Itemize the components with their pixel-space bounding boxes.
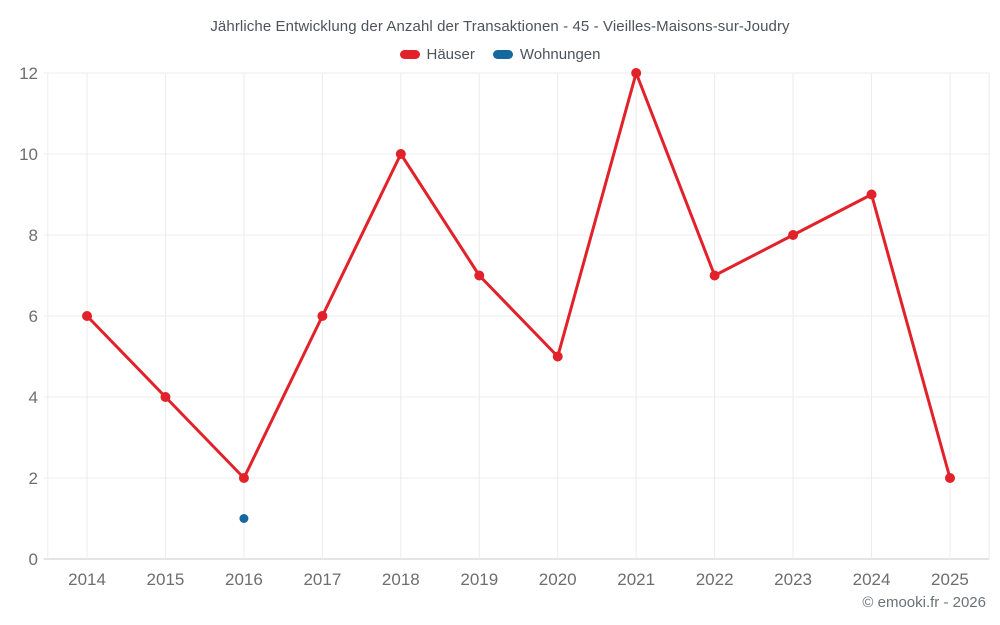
- x-axis-tick-label: 2018: [382, 570, 420, 589]
- data-point[interactable]: [239, 514, 249, 523]
- data-point[interactable]: [631, 68, 642, 78]
- x-axis-tick-label: 2019: [460, 570, 498, 589]
- data-point[interactable]: [944, 473, 955, 483]
- data-point[interactable]: [552, 351, 563, 362]
- data-point[interactable]: [395, 149, 406, 159]
- y-axis-tick-label: 12: [19, 64, 38, 83]
- x-axis-tick-label: 2023: [774, 570, 812, 589]
- y-axis-tick-label: 0: [29, 550, 38, 569]
- data-point[interactable]: [82, 311, 93, 321]
- data-point[interactable]: [238, 473, 249, 483]
- x-axis-tick-label: 2022: [696, 570, 734, 589]
- x-axis-tick-label: 2016: [225, 570, 263, 589]
- data-point[interactable]: [160, 392, 171, 402]
- y-axis-tick-label: 10: [19, 145, 38, 164]
- y-axis-tick-label: 6: [29, 307, 38, 326]
- x-axis-tick-label: 2021: [617, 570, 655, 589]
- y-axis-tick-label: 8: [29, 226, 38, 245]
- data-point[interactable]: [709, 270, 720, 281]
- x-axis-tick-label: 2015: [147, 570, 185, 589]
- x-axis-tick-label: 2014: [68, 570, 106, 589]
- data-point[interactable]: [788, 230, 799, 240]
- legend-item-haeuser[interactable]: Häuser: [399, 46, 475, 63]
- legend-label-haeuser: Häuser: [426, 46, 475, 63]
- copyright-footer: © emooki.fr - 2026: [862, 594, 986, 611]
- legend-swatch-haeuser-icon: [399, 50, 420, 59]
- x-axis-tick-label: 2025: [931, 570, 969, 589]
- series-line: [85, 71, 952, 480]
- legend-label-wohnungen: Wohnungen: [519, 46, 601, 63]
- x-axis-tick-label: 2020: [539, 570, 577, 589]
- x-axis-tick-label: 2017: [303, 570, 341, 589]
- data-point[interactable]: [866, 189, 877, 200]
- data-point[interactable]: [474, 270, 485, 281]
- chart-title: Jährliche Entwicklung der Anzahl der Tra…: [210, 18, 790, 35]
- y-axis-tick-label: 2: [29, 469, 38, 488]
- x-axis-tick-label: 2024: [853, 570, 891, 589]
- data-point[interactable]: [317, 311, 328, 321]
- legend-swatch-wohnungen-icon: [492, 50, 513, 59]
- y-axis-tick-label: 4: [29, 388, 38, 407]
- legend-item-wohnungen[interactable]: Wohnungen: [492, 46, 601, 63]
- chart-legend: Häuser Wohnungen: [0, 46, 1000, 63]
